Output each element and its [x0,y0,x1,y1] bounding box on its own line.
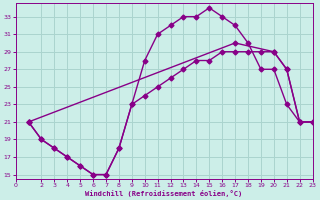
X-axis label: Windchill (Refroidissement éolien,°C): Windchill (Refroidissement éolien,°C) [85,190,243,197]
